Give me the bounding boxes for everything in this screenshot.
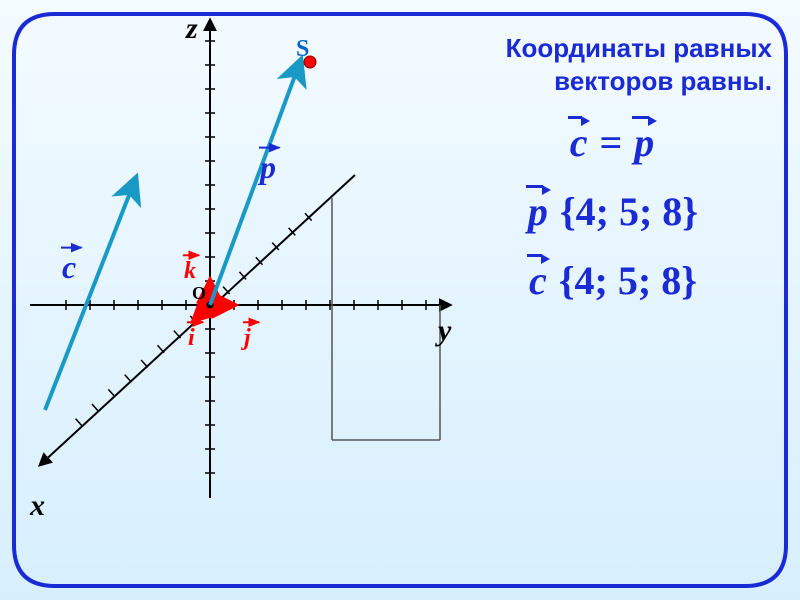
- vector-c-symbol-2: c: [527, 257, 549, 304]
- equation-c-equals-p: c = p: [452, 119, 772, 166]
- equation-p-coords: p {4; 5; 8}: [452, 188, 772, 235]
- vector-p-symbol-2: p: [526, 188, 550, 235]
- svg-text:y: y: [435, 314, 452, 347]
- svg-text:k: k: [184, 258, 196, 284]
- svg-text:j: j: [240, 325, 251, 351]
- equation-c-coords: c {4; 5; 8}: [452, 257, 772, 304]
- svg-text:i: i: [188, 325, 195, 351]
- heading-line-1: Координаты равных: [506, 33, 772, 63]
- p-coords-value: {4; 5; 8}: [560, 189, 698, 234]
- vector-c-symbol: c: [568, 119, 590, 166]
- svg-text:S: S: [296, 36, 309, 62]
- svg-text:O: O: [192, 283, 206, 303]
- side-text: Координаты равных векторов равны. c = p …: [452, 32, 772, 304]
- svg-text:p: p: [257, 149, 276, 185]
- vector-p-symbol: p: [632, 119, 656, 166]
- heading-line-2: векторов равны.: [554, 66, 772, 96]
- svg-text:z: z: [185, 12, 198, 45]
- heading: Координаты равных векторов равны.: [452, 32, 772, 97]
- svg-text:c: c: [62, 249, 76, 285]
- c-coords-value: {4; 5; 8}: [559, 258, 697, 303]
- svg-text:x: x: [29, 489, 45, 522]
